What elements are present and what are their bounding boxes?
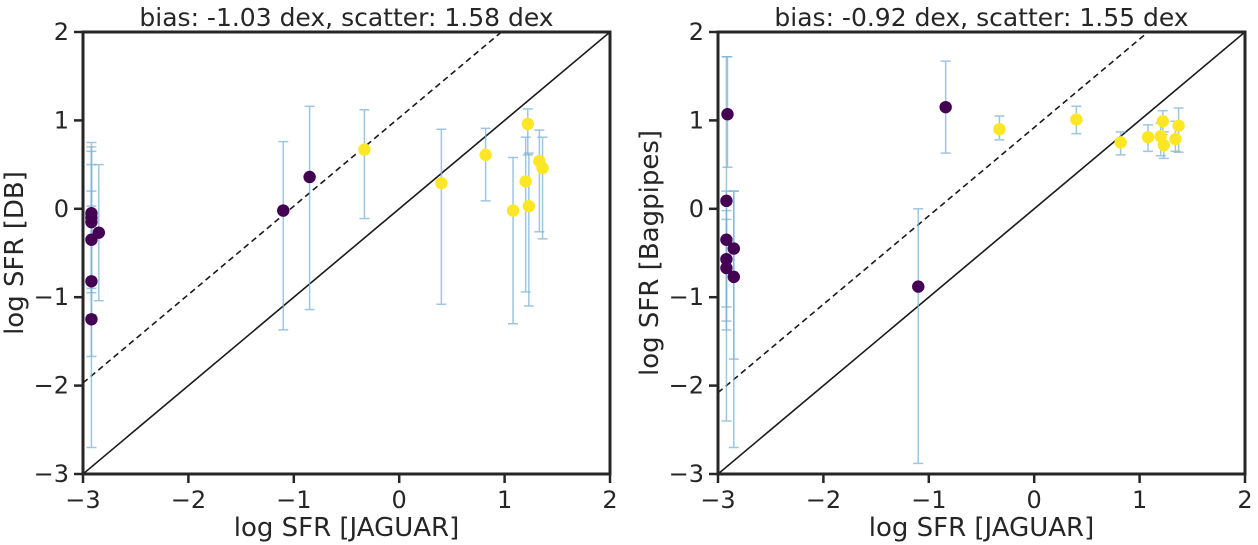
panel1-x-tick-label: −3	[65, 486, 100, 514]
panel1-data-point	[85, 215, 98, 229]
panel2-data-point	[720, 194, 733, 208]
panel2-x-tick-label: −3	[700, 486, 735, 514]
panel2-x-tick-label: 0	[1027, 486, 1042, 514]
panel1-errorbar	[508, 156, 519, 325]
panel2-data-point	[993, 123, 1006, 136]
panel2-data-point	[1156, 115, 1169, 128]
panel1-data-point	[85, 313, 98, 326]
panel2-data-point	[721, 108, 734, 121]
panel1-y-tick-label: −3	[34, 460, 69, 488]
panel2-data-point	[939, 100, 952, 114]
panel2-data-point	[1157, 138, 1171, 152]
panel2-data-point	[1070, 113, 1083, 126]
panel2-data-point	[1169, 132, 1182, 146]
panel1-y-tick-label: 1	[54, 106, 69, 134]
panel1-one-to-one-line	[83, 32, 610, 474]
panel2-data-point	[727, 270, 741, 284]
panel1-y-tick-label: −1	[34, 283, 69, 311]
panel2-errorbar	[913, 208, 924, 465]
panel2-one-to-one-line	[718, 32, 1245, 474]
panel1-data-point	[435, 176, 448, 190]
panel1-errorbar	[304, 105, 315, 311]
panel1-data-point	[358, 143, 371, 156]
panel2-x-tick-label: 2	[1237, 486, 1252, 514]
panel1-errorbar	[278, 140, 289, 331]
panel2-data-point	[1114, 136, 1127, 149]
panel1-data-point	[522, 199, 536, 213]
panel1-x-tick-label: 1	[497, 486, 512, 514]
panel1-axes-frame	[81, 30, 612, 476]
panel1-x-tick-label: −1	[276, 486, 311, 514]
panel2-errorbar	[728, 190, 739, 449]
panel1-x-tick-label: 2	[602, 486, 617, 514]
panel2-y-tick-label: 2	[689, 18, 704, 46]
panel1-y-tick-label: −2	[34, 372, 69, 400]
panel1-errorbar	[537, 136, 548, 240]
panel2-bias-line	[718, 32, 1150, 394]
panel1-data-point	[521, 117, 534, 131]
panel1-data-point	[277, 204, 290, 217]
panel2-data-point	[727, 242, 741, 255]
panel1-errorbar	[480, 127, 491, 202]
panel1-y-tick-label: 2	[54, 18, 69, 46]
panel2-y-tick-label: −3	[669, 460, 704, 488]
panel1-data-point	[536, 161, 549, 175]
panel2-y-tick-label: −1	[669, 283, 704, 311]
panel1-data-point	[85, 275, 98, 288]
panel1-errorbar	[522, 108, 533, 156]
panel1-data-point	[303, 170, 316, 184]
panel2-axes-frame	[716, 30, 1247, 476]
panel2-data-point	[912, 280, 925, 293]
panel1-data-point	[92, 226, 106, 239]
panel2-y-tick-label: 1	[689, 106, 704, 134]
panel2-x-tick-label: 1	[1132, 486, 1147, 514]
panel2-data-point	[720, 252, 733, 266]
panel2-chart: −3 −2 −1 0 1 2 −3 −2 −1 0 1 2 bias: -0.92 dex, scatt…	[635, 3, 1253, 543]
panel2-data-point	[720, 233, 733, 246]
panel1-y-axis-label: log SFR [DB]	[0, 171, 30, 335]
panel1-errorbar	[436, 128, 447, 306]
panel1-title: bias: -1.03 dex, scatter: 1.58 dex	[139, 3, 553, 32]
panel1-x-axis-label: log SFR [JAGUAR]	[234, 513, 460, 543]
panel1-errorbar	[359, 109, 370, 220]
panel1-data-point	[519, 175, 532, 188]
panel2-x-axis-label: log SFR [JAGUAR]	[869, 513, 1095, 543]
panel2-y-axis-label: log SFR [Bagpipes]	[635, 130, 665, 376]
panel2-data-point	[1141, 130, 1155, 144]
panel2-y-tick-label: −2	[669, 372, 704, 400]
panel2-x-tick-label: −2	[806, 486, 841, 514]
panel2-x-tick-label: −1	[911, 486, 946, 514]
panel2-data-point	[720, 261, 733, 275]
panel2-y-tick-label: 0	[689, 195, 704, 223]
panel1-chart: −3 −2 −1 0 1 2 −3 −2 −1 0 1 2 bias: -1.03 dex, scatt…	[0, 3, 618, 543]
panel2-data-point	[1172, 119, 1185, 132]
panel2-title: bias: -0.92 dex, scatter: 1.55 dex	[774, 3, 1188, 32]
panel1-x-tick-label: −2	[171, 486, 206, 514]
panel1-y-tick-label: 0	[54, 195, 69, 223]
panel1-data-point	[506, 204, 520, 217]
panel1-x-tick-label: 0	[392, 486, 407, 514]
panel1-data-point	[479, 148, 492, 162]
panel1-bias-line	[83, 32, 503, 384]
